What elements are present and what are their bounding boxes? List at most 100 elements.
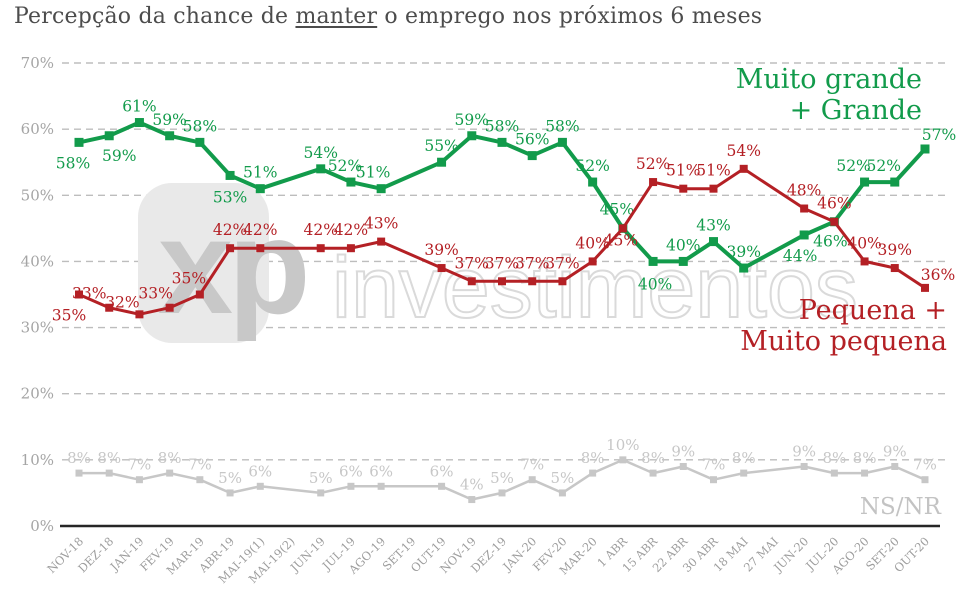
series-2-label: 8% — [822, 449, 846, 467]
series-0-label: 39% — [726, 243, 760, 261]
series-0-marker — [648, 256, 658, 266]
series-0-marker — [467, 131, 477, 141]
series-2-label: 6% — [248, 462, 272, 480]
series-0-marker — [134, 118, 144, 128]
series-1-marker — [316, 244, 325, 253]
series-1-label: 42% — [213, 221, 247, 239]
xp-logo-square — [138, 183, 269, 343]
series-1-label: 42% — [303, 221, 337, 239]
svg-text:70%: 70% — [21, 54, 54, 72]
series-2-marker — [438, 482, 446, 490]
series-0-marker — [376, 184, 386, 194]
svg-text:0%: 0% — [30, 517, 54, 535]
series-1-label: 37% — [455, 254, 489, 272]
svg-text:50%: 50% — [21, 186, 54, 204]
series-1: 35%33%32%33%35%42%42% 42%42%43%39%37%37%3… — [52, 142, 955, 325]
series-0-marker — [527, 151, 537, 161]
series-0-marker — [708, 237, 718, 247]
series-1-marker — [165, 303, 174, 312]
series-1-marker — [920, 283, 929, 292]
series-1-marker — [739, 164, 748, 173]
series-0-label: 59% — [455, 111, 489, 129]
series-2-marker — [558, 489, 566, 497]
series-2-marker — [196, 476, 204, 484]
series-0-label: 58% — [545, 117, 579, 135]
series-2-label: 8% — [67, 449, 91, 467]
series-0-label: 52% — [836, 157, 870, 175]
series-2-marker — [740, 469, 748, 477]
series-2-marker — [891, 462, 899, 470]
series-2-marker — [166, 469, 174, 477]
series-1-marker — [649, 178, 658, 187]
title-suffix: o emprego nos próximos 6 meses — [377, 4, 763, 29]
series-0-label: 51% — [356, 164, 390, 182]
series-0-label: 45% — [600, 200, 634, 218]
series-2-marker — [75, 469, 83, 477]
series-1-marker — [135, 310, 144, 319]
series-0-marker — [195, 137, 205, 147]
series-0-label: 52% — [867, 157, 901, 175]
series-0-marker — [799, 230, 809, 240]
series-1-label: 39% — [424, 241, 458, 259]
series-2-label: 8% — [97, 449, 121, 467]
series-0-marker — [739, 263, 749, 273]
series-0-marker — [557, 137, 567, 147]
series-0-label: 54% — [303, 144, 337, 162]
series-1-marker — [558, 277, 567, 286]
chart-title: Percepção da chance de manter o emprego … — [14, 4, 762, 29]
series-2-marker — [861, 469, 869, 477]
series-1-label: 40% — [575, 234, 609, 252]
series-2-label: 9% — [883, 442, 907, 460]
series-2-marker — [226, 489, 234, 497]
series-0-marker — [588, 177, 598, 187]
series-0-marker — [74, 137, 84, 147]
series-2-label: 7% — [128, 456, 152, 474]
series-0-label: 58% — [485, 117, 519, 135]
series-1-marker — [890, 264, 899, 273]
svg-text:20%: 20% — [21, 385, 54, 403]
series-1-label: 35% — [172, 269, 206, 287]
series-0-marker — [437, 157, 447, 167]
series-1-marker — [256, 244, 265, 253]
series-2-marker — [256, 482, 264, 490]
series-0-label: 53% — [213, 188, 247, 206]
series-0-label: 61% — [122, 98, 156, 116]
series-2-label: 8% — [581, 449, 605, 467]
series-2-marker — [347, 482, 355, 490]
series-1-marker — [497, 277, 506, 286]
series-0-label: 52% — [575, 157, 609, 175]
series-1-marker — [830, 217, 839, 226]
series-1-marker — [437, 264, 446, 273]
series-2-marker — [377, 482, 385, 490]
series-2-marker — [589, 469, 597, 477]
series-1-label: 45% — [604, 231, 638, 249]
series-2-label: 7% — [188, 456, 212, 474]
series-2-marker — [498, 489, 506, 497]
series-2-label: 8% — [158, 449, 182, 467]
series-0-label: 59% — [152, 111, 186, 129]
series-2-marker — [468, 496, 476, 504]
series-1-marker — [618, 224, 627, 233]
series-0-line — [78, 120, 927, 270]
series-2-marker — [800, 462, 808, 470]
series-1-marker — [75, 290, 83, 299]
series-0-marker — [497, 137, 507, 147]
series-0-label: 46% — [813, 233, 847, 251]
series-2-marker — [317, 489, 325, 497]
series-1-marker — [195, 290, 204, 299]
series-1-line — [78, 167, 926, 316]
series-1-label: 35% — [52, 306, 86, 324]
series-1-label: 32% — [105, 293, 139, 311]
series-1-marker — [105, 303, 114, 312]
series-2-label: 4% — [460, 476, 484, 494]
series-0-label: 59% — [102, 147, 136, 165]
series-2-label: 8% — [641, 449, 665, 467]
series-2-label: 8% — [732, 449, 756, 467]
series-2-label: 5% — [218, 469, 242, 487]
series-1-label: 39% — [878, 241, 912, 259]
series-1-marker — [860, 257, 869, 266]
series-0-label: 55% — [424, 137, 458, 155]
series-1-label: 46% — [817, 195, 851, 213]
